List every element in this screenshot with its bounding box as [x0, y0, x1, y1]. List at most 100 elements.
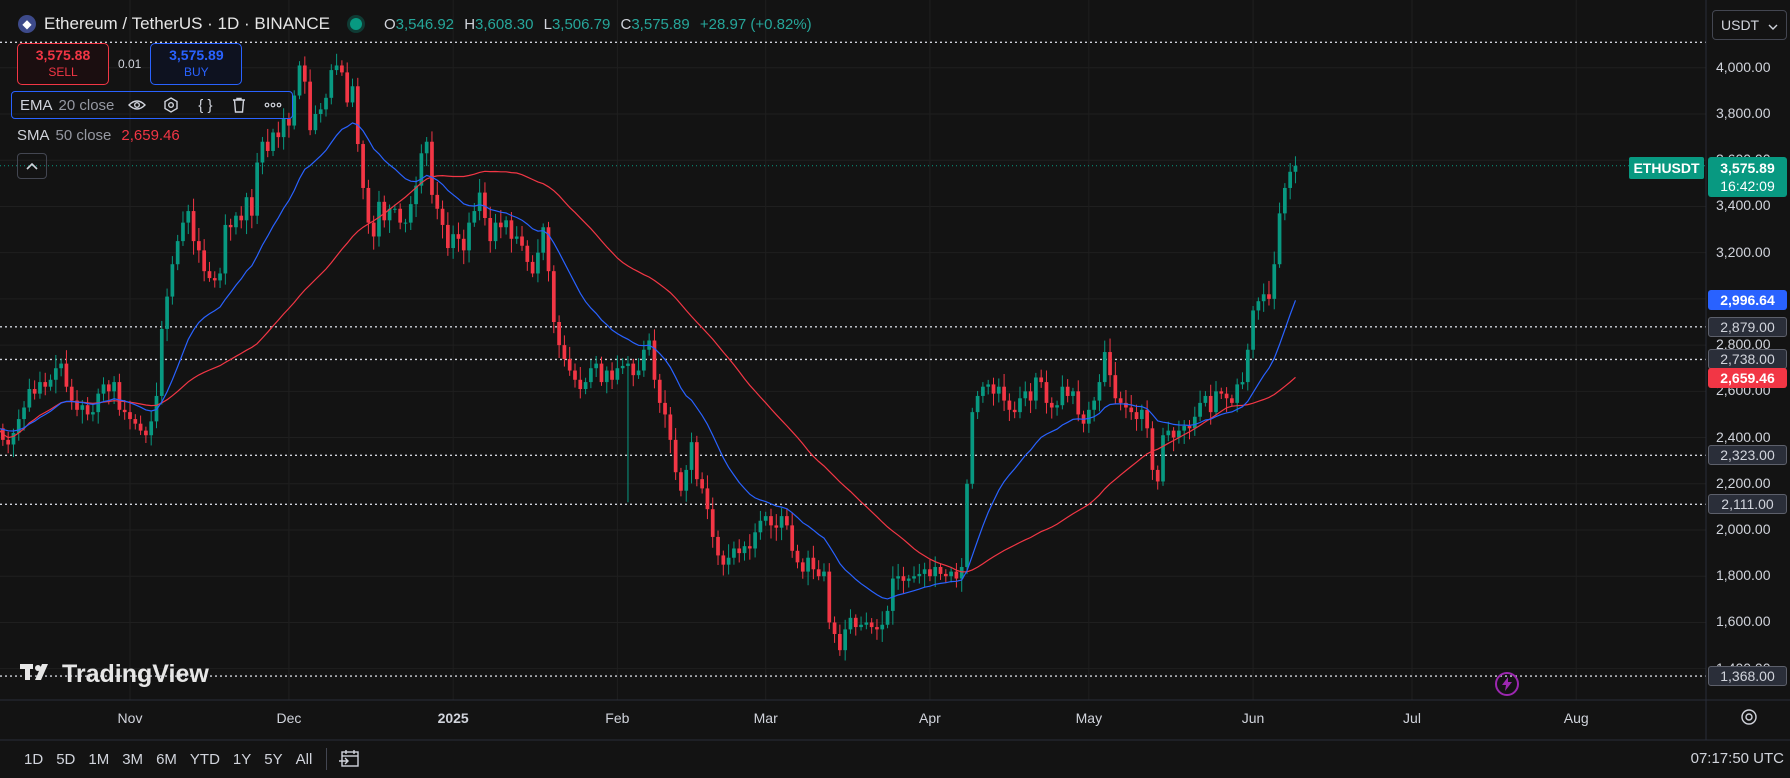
candle-body	[827, 571, 832, 623]
candle-body	[970, 412, 975, 484]
candle-body	[1245, 349, 1250, 383]
close-label: C	[620, 15, 632, 33]
range-6m[interactable]: 6M	[156, 750, 177, 768]
candle-body	[520, 236, 524, 246]
candle-body	[1097, 382, 1102, 401]
time-tick-label: Jul	[1403, 710, 1421, 726]
candle-body	[726, 557, 731, 565]
candle-body	[366, 187, 371, 223]
symbol-title[interactable]: Ethereum / TetherUS · 1D · BINANCE	[44, 14, 330, 33]
candle-body	[1293, 165, 1298, 172]
candle-body	[85, 405, 90, 415]
candle-body	[228, 224, 233, 228]
candle-body	[1251, 310, 1255, 350]
gear-icon[interactable]	[1740, 708, 1758, 731]
range-ytd[interactable]: YTD	[189, 750, 220, 768]
price-level-label: 2,323.00	[1708, 445, 1787, 466]
candle-body	[318, 109, 323, 114]
candle-body	[1192, 416, 1197, 429]
sell-button[interactable]: 3,575.88 SELL	[17, 43, 109, 85]
candle-body	[885, 610, 890, 625]
candle-body	[128, 412, 132, 420]
candle-body	[334, 65, 339, 71]
range-1d[interactable]: 1D	[24, 750, 44, 768]
candle-body	[816, 569, 821, 577]
candle-body	[710, 509, 715, 537]
candle-body	[785, 516, 789, 526]
candle-body	[1028, 391, 1033, 401]
time-tick-label: Nov	[117, 710, 143, 726]
candle-body	[1256, 301, 1261, 311]
market-open-dot-icon	[349, 18, 362, 30]
range-5y[interactable]: 5Y	[264, 750, 283, 768]
candle-body	[350, 86, 355, 103]
ema-legend[interactable]: EMA 20 close { }	[11, 91, 294, 119]
candle-body	[806, 557, 810, 572]
utc-clock[interactable]: 07:17:50 UTC	[1690, 750, 1784, 767]
currency-select[interactable]: USDT	[1712, 10, 1787, 40]
candle-body	[742, 546, 747, 554]
candle-body	[795, 550, 800, 563]
candle-body	[144, 430, 148, 436]
chevron-up-icon[interactable]	[17, 153, 47, 179]
time-tick-label: 2025	[437, 710, 469, 726]
candle-body	[281, 118, 286, 138]
candle-body	[811, 557, 816, 570]
candle-body	[308, 81, 312, 131]
candle-body	[244, 197, 249, 221]
sma-50-line	[0, 170, 1296, 573]
range-3m[interactable]: 3M	[122, 750, 144, 768]
candle-body	[912, 576, 916, 579]
candle-body	[1198, 402, 1202, 417]
candle-body	[604, 370, 609, 383]
price-tick-label: 2,000.00	[1716, 521, 1771, 537]
candle-body	[843, 629, 848, 651]
buy-button[interactable]: 3,575.89 BUY	[150, 43, 243, 85]
range-1m[interactable]: 1M	[88, 750, 110, 768]
more-icon[interactable]	[262, 94, 284, 116]
eye-icon[interactable]	[126, 94, 148, 116]
candle-body	[832, 622, 837, 634]
lightning-bolt-icon[interactable]	[1495, 672, 1519, 696]
candle-body	[975, 395, 980, 413]
trash-icon[interactable]	[228, 94, 250, 116]
tradingview-logo-icon	[20, 661, 54, 689]
candle-body	[403, 222, 408, 224]
candle-body	[408, 204, 413, 223]
price-level-label: 2,738.00	[1708, 349, 1787, 370]
sma-legend[interactable]: SMA 50 close 2,659.46	[11, 121, 186, 149]
candle-body	[1219, 391, 1224, 394]
candle-body	[207, 271, 212, 279]
candle-body	[345, 72, 350, 103]
candle-body	[631, 363, 636, 376]
range-1y[interactable]: 1Y	[232, 750, 252, 768]
currency-value: USDT	[1721, 17, 1760, 33]
candle-body	[456, 234, 461, 239]
candle-body	[1092, 400, 1097, 410]
candle-body	[91, 412, 95, 415]
price-tick-label: 3,200.00	[1716, 243, 1771, 260]
candle-body	[652, 340, 657, 380]
source-code-icon[interactable]: { }	[198, 96, 213, 114]
price-tick-label: 3,800.00	[1716, 105, 1771, 121]
quantity-field[interactable]: 0.01	[118, 57, 142, 71]
candle-body	[954, 571, 959, 579]
candle-body	[186, 211, 191, 223]
settings-icon[interactable]	[160, 94, 182, 116]
candle-body	[1071, 391, 1075, 396]
candle-body	[694, 442, 699, 480]
candle-body	[1139, 409, 1144, 420]
candle-body	[1134, 412, 1139, 420]
candle-body	[1060, 386, 1065, 406]
candle-body	[435, 194, 440, 209]
range-5d[interactable]: 5D	[56, 750, 76, 768]
low-value: 3,506.79	[551, 15, 611, 33]
candle-body	[996, 386, 1001, 394]
indicator-lines	[0, 122, 1297, 600]
range-all[interactable]: All	[295, 750, 313, 768]
candle-body	[514, 236, 519, 239]
candle-body	[255, 162, 259, 216]
last-price-value: 3,575.89	[1720, 160, 1775, 176]
calendar-goto-icon[interactable]	[339, 749, 361, 769]
